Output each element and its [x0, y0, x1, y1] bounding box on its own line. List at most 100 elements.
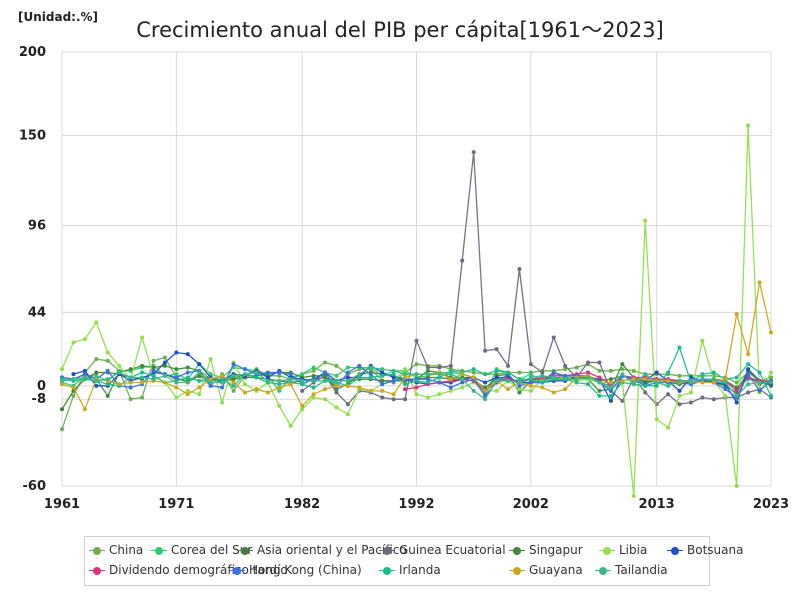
legend-marker [379, 546, 395, 555]
data-point [643, 390, 648, 395]
data-point [677, 373, 682, 378]
data-point [357, 372, 362, 377]
data-point [734, 393, 739, 398]
data-point [162, 380, 167, 385]
data-point [82, 372, 87, 377]
legend: China Corea del Sur Asia oriental y el Pac… [84, 536, 743, 586]
data-point [437, 372, 442, 377]
data-point [242, 367, 247, 372]
legend-item: Guinea Ecuatorial [379, 543, 506, 557]
data-point [357, 363, 362, 368]
data-point [311, 385, 316, 390]
data-point [288, 377, 293, 382]
y-tick-label: 96 [28, 219, 46, 234]
data-point [586, 370, 591, 375]
series-line [301, 152, 772, 406]
data-point [540, 385, 545, 390]
data-point [128, 385, 133, 390]
data-point [94, 373, 99, 378]
data-point [505, 370, 510, 375]
data-point [323, 378, 328, 383]
data-point [620, 362, 625, 367]
data-point [105, 368, 110, 373]
data-point [231, 388, 236, 393]
data-point [300, 372, 305, 377]
legend-item: Botsuana [667, 543, 743, 557]
data-point [368, 365, 373, 370]
data-point [448, 363, 453, 368]
data-point [586, 375, 591, 380]
legend-marker [89, 566, 105, 575]
data-point [403, 397, 408, 402]
data-point [494, 378, 499, 383]
data-point [769, 370, 773, 375]
y-tick-label: -8 [32, 392, 46, 407]
data-point [140, 370, 145, 375]
data-point [254, 387, 259, 392]
data-point [711, 370, 716, 375]
data-point [185, 388, 190, 393]
data-point [403, 382, 408, 387]
data-point [471, 375, 476, 380]
data-point [231, 383, 236, 388]
data-point [551, 390, 556, 395]
data-point [277, 388, 282, 393]
data-point [300, 382, 305, 387]
legend-item: China [89, 543, 143, 557]
data-point [185, 392, 190, 397]
data-point [448, 372, 453, 377]
data-point [666, 392, 671, 397]
data-point [471, 388, 476, 393]
data-point [185, 370, 190, 375]
data-point [494, 347, 499, 352]
data-point [334, 378, 339, 383]
data-point [769, 375, 773, 380]
x-tick-label: 1961 [44, 497, 80, 512]
data-point [105, 393, 110, 398]
data-point [185, 375, 190, 380]
data-point [574, 365, 579, 370]
data-point [117, 382, 122, 387]
data-point [277, 382, 282, 387]
x-axis-ticks: 1961 1971 1982 1992 2002 2013 2023 [44, 497, 789, 512]
data-point [208, 377, 213, 382]
data-point [391, 392, 396, 397]
data-point [620, 378, 625, 383]
data-point [140, 395, 145, 400]
data-point [391, 368, 396, 373]
data-point [586, 360, 591, 365]
data-point [311, 378, 316, 383]
data-point [277, 373, 282, 378]
data-point [734, 400, 739, 405]
data-point [654, 370, 659, 375]
data-point [700, 395, 705, 400]
data-point [471, 150, 476, 155]
data-point [746, 372, 751, 377]
data-point [608, 368, 613, 373]
data-point [288, 382, 293, 387]
data-point [734, 484, 739, 488]
data-point [563, 367, 568, 372]
data-point [734, 388, 739, 393]
data-point [483, 385, 488, 390]
data-point [494, 388, 499, 393]
data-point [414, 385, 419, 390]
data-point [94, 378, 99, 383]
data-point [60, 382, 64, 387]
data-point [757, 370, 762, 375]
data-point [323, 387, 328, 392]
data-point [82, 407, 87, 412]
data-point [208, 372, 213, 377]
data-point [220, 385, 225, 390]
data-point [94, 383, 99, 388]
data-point [620, 372, 625, 377]
data-point [220, 380, 225, 385]
data-point [677, 388, 682, 393]
data-point [631, 368, 636, 373]
legend-label: Tailandia [615, 563, 668, 577]
y-axis-ticks: 200 150 96 44 0-8 -60 [19, 45, 46, 494]
data-point [185, 352, 190, 357]
data-point [757, 280, 762, 285]
data-point [288, 423, 293, 428]
series-layer [60, 123, 773, 499]
